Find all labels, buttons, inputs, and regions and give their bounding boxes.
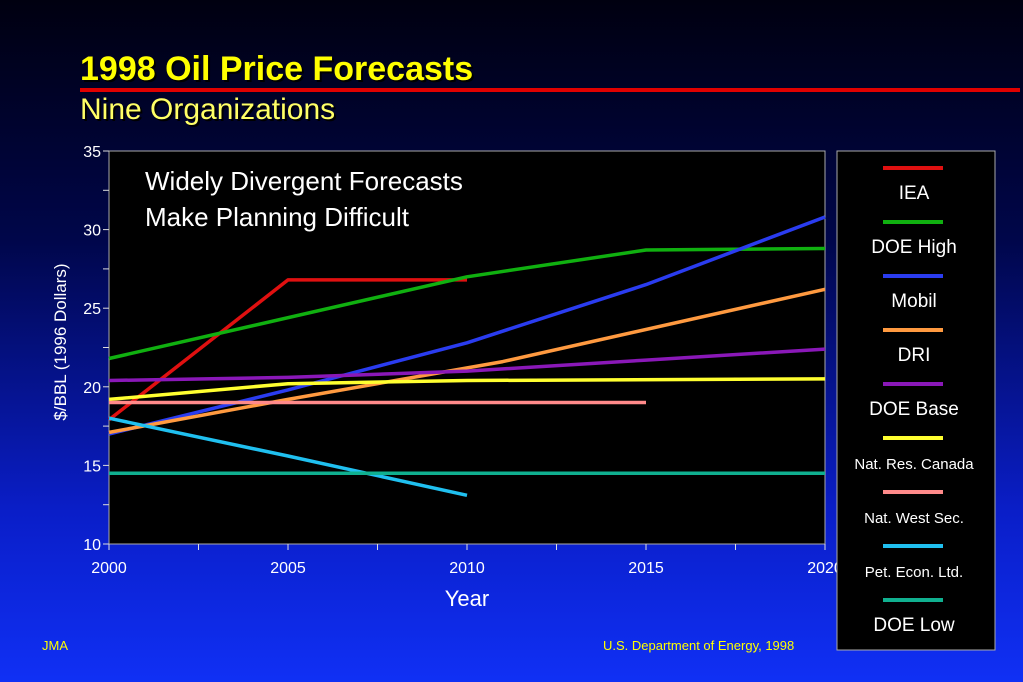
annotation-line-1: Widely Divergent Forecasts <box>145 166 463 196</box>
series-line-mobil <box>108 215 826 436</box>
annotation-line-2: Make Planning Difficult <box>145 202 410 232</box>
x-tick-label: 2015 <box>628 560 664 577</box>
series-line-pet-econ-ltd <box>108 416 468 498</box>
legend-label-doe-high: DOE High <box>871 237 957 258</box>
footer-credit: JMA <box>42 638 68 653</box>
y-tick-label: 15 <box>83 458 101 475</box>
y-tick-label: 10 <box>83 537 101 554</box>
legend-box <box>836 150 996 651</box>
legend-label-iea: IEA <box>899 183 930 204</box>
legend-label-nat-west-sec: Nat. West Sec. <box>864 510 964 527</box>
x-tick-label: 2020 <box>807 560 843 577</box>
legend-label-pet-econ-ltd: Pet. Econ. Ltd. <box>865 564 963 581</box>
series-layer <box>107 215 826 498</box>
legend-label-doe-base: DOE Base <box>869 399 959 420</box>
plot-area <box>108 150 826 545</box>
x-axis-title: Year <box>445 586 489 611</box>
legend-label-mobil: Mobil <box>891 291 936 312</box>
slide-title: 1998 Oil Price Forecasts <box>80 50 474 88</box>
y-tick-label: 35 <box>83 144 101 161</box>
legend-label-dri: DRI <box>898 345 931 366</box>
axis-layer: 10 15 20 25 30 35 2000 2005 2010 2015 2020 <box>83 144 843 577</box>
series-line-nat-res-canada <box>108 377 826 402</box>
legend: IEA DOE High Mobil DRI DOE Base Nat. Res. Can… <box>854 166 974 636</box>
x-tick-label: 2005 <box>270 560 306 577</box>
footer-source: U.S. Department of Energy, 1998 <box>603 638 795 653</box>
series-line-doe-base <box>108 347 826 383</box>
y-axis-title: $/BBL (1996 Dollars) <box>51 263 70 420</box>
title-rule <box>80 88 1020 92</box>
legend-label-nat-res-canada: Nat. Res. Canada <box>854 456 974 473</box>
slide-subtitle: Nine Organizations <box>80 93 336 126</box>
x-tick-label: 2010 <box>449 560 485 577</box>
legend-label-doe-low: DOE Low <box>873 615 955 636</box>
y-tick-label: 25 <box>83 301 101 318</box>
y-tick-label: 30 <box>83 223 101 240</box>
series-line-iea <box>107 278 467 422</box>
y-tick-label: 20 <box>83 380 101 397</box>
x-tick-label: 2000 <box>91 560 127 577</box>
